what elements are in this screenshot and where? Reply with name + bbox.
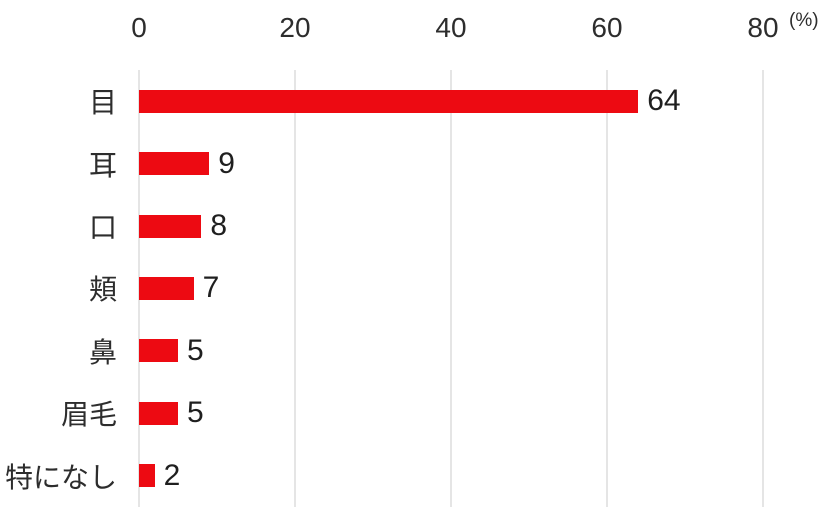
bar [139,89,639,113]
category-label: 頬 [88,274,117,306]
gridline-60 [606,70,608,507]
bar [139,401,178,425]
bar-row: 2 [139,445,763,507]
bar-row: 64 [139,70,763,132]
x-axis-tick-60: 60 [591,12,623,43]
value-label: 64 [647,84,681,118]
bar-row: 5 [139,320,763,382]
bar-row: 9 [139,132,763,194]
x-axis-tick-40: 40 [435,12,467,43]
value-label: 7 [202,271,220,305]
chart-body: 目耳口頬鼻眉毛 特になし 64 9 8 7 5 5 2 [0,70,764,507]
category-label: 口 [88,212,117,244]
value-label: 2 [163,458,181,492]
bar [139,214,202,238]
category-label: 眉毛 [60,399,117,431]
bar [139,276,194,300]
bar [139,152,210,176]
bar-row: 5 [139,382,763,444]
gridline-40 [450,70,452,507]
bar-row: 7 [139,257,763,319]
bar [139,464,155,488]
category-label-column: 目耳口頬鼻眉毛特になし [0,70,139,507]
plot-area: 64 9 8 7 5 5 2 [138,70,764,507]
gridline-80 [762,70,764,507]
x-axis-tick-80: 80 [747,12,779,43]
x-axis-tick-0: 0 [131,12,147,43]
x-axis-tick-labels: 0 20 40 60 80 [131,10,778,46]
value-label: 8 [210,209,228,243]
gridline-20 [294,70,296,507]
value-label: 5 [187,333,204,367]
bar-rows: 64 9 8 7 5 5 2 [139,70,763,507]
value-label: 9 [218,146,235,180]
bar [139,339,178,363]
category-label: 目 [88,87,117,119]
x-axis-tick-20: 20 [279,12,311,43]
axis-unit-label: (%) [789,10,819,31]
value-label: 5 [187,396,204,430]
bar-row: 8 [139,195,763,257]
category-label: 鼻 [88,336,117,368]
category-label: 耳 [88,149,117,181]
category-label: 特になし [4,461,117,493]
